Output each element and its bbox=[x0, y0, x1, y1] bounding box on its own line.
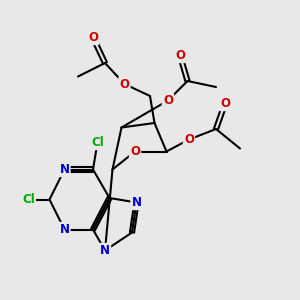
Text: O: O bbox=[175, 49, 185, 62]
Text: Cl: Cl bbox=[91, 136, 104, 149]
Text: O: O bbox=[88, 31, 98, 44]
Text: N: N bbox=[59, 223, 70, 236]
Text: N: N bbox=[59, 163, 70, 176]
Text: O: O bbox=[220, 97, 230, 110]
Text: N: N bbox=[131, 196, 142, 209]
Text: O: O bbox=[130, 145, 140, 158]
Text: Cl: Cl bbox=[22, 193, 35, 206]
Text: O: O bbox=[163, 94, 173, 107]
Text: O: O bbox=[119, 77, 130, 91]
Text: O: O bbox=[184, 133, 194, 146]
Text: N: N bbox=[100, 244, 110, 257]
